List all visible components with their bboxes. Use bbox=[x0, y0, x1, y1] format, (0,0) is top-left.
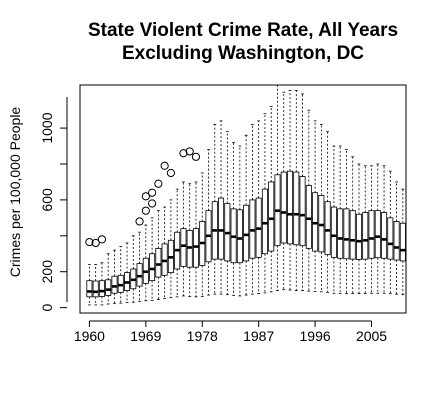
outlier-point bbox=[141, 206, 150, 215]
box bbox=[349, 210, 356, 260]
box bbox=[318, 195, 325, 253]
box bbox=[117, 274, 124, 293]
outlier-point bbox=[147, 199, 157, 208]
box bbox=[280, 171, 287, 244]
box bbox=[368, 210, 375, 259]
x-tick-label: 1987 bbox=[243, 328, 274, 344]
box bbox=[399, 222, 406, 262]
box bbox=[98, 280, 105, 297]
box bbox=[387, 217, 394, 260]
y-tick-label: 600 bbox=[39, 188, 55, 212]
x-axis: 1960 1969 1978 1987 1996 2005 bbox=[74, 320, 387, 344]
box bbox=[192, 228, 199, 268]
x-tick-label: 1969 bbox=[130, 328, 161, 344]
box bbox=[268, 181, 275, 252]
box bbox=[155, 247, 162, 278]
x-tick-label: 2005 bbox=[356, 328, 387, 344]
box bbox=[249, 199, 256, 259]
box bbox=[92, 280, 99, 298]
y-tick-label: 1000 bbox=[39, 112, 55, 143]
chart-title-line-2: Excluding Washington, DC bbox=[122, 43, 364, 64]
outlier-point bbox=[141, 192, 150, 201]
box bbox=[161, 243, 168, 276]
box bbox=[343, 208, 350, 260]
box bbox=[305, 185, 312, 249]
x-tick-label: 1960 bbox=[74, 328, 105, 344]
box bbox=[111, 275, 118, 294]
box bbox=[186, 230, 193, 268]
outliers-group bbox=[85, 147, 201, 248]
box bbox=[330, 206, 337, 258]
whiskers-group bbox=[88, 84, 405, 306]
box bbox=[149, 253, 156, 282]
chart-title-line-1: State Violent Crime Rate, All Years bbox=[88, 20, 398, 41]
plot-frame bbox=[79, 84, 407, 314]
box bbox=[324, 201, 331, 256]
box bbox=[374, 210, 381, 259]
outlier-point bbox=[166, 168, 176, 178]
box bbox=[105, 279, 112, 296]
y-axis: 0 200 600 1000 bbox=[39, 97, 68, 312]
box bbox=[287, 170, 294, 245]
box bbox=[299, 176, 306, 247]
y-tick-label: 200 bbox=[39, 260, 55, 284]
y-tick-label: 0 bbox=[39, 304, 55, 312]
box bbox=[86, 280, 93, 298]
box bbox=[393, 221, 400, 261]
outlier-point bbox=[179, 149, 188, 158]
box bbox=[362, 212, 369, 260]
outlier-point bbox=[85, 237, 94, 247]
box bbox=[236, 209, 243, 264]
outlier-point bbox=[191, 152, 201, 161]
box bbox=[180, 228, 187, 267]
outlier-point bbox=[185, 147, 194, 156]
box bbox=[243, 204, 250, 262]
box bbox=[381, 212, 388, 259]
outlier-point bbox=[147, 188, 157, 197]
x-tick-label: 1978 bbox=[187, 328, 218, 344]
box bbox=[355, 213, 362, 260]
medians-group bbox=[86, 209, 406, 294]
outlier-point bbox=[97, 235, 107, 244]
outlier-point bbox=[154, 179, 163, 188]
box bbox=[337, 208, 344, 259]
outlier-point bbox=[135, 217, 144, 226]
outlier-point bbox=[160, 161, 169, 170]
box bbox=[218, 197, 225, 260]
y-axis-label: Crimes per 100,000 People bbox=[7, 107, 23, 278]
outlier-point bbox=[91, 238, 100, 248]
box bbox=[293, 171, 300, 246]
box bbox=[261, 188, 268, 255]
box bbox=[312, 192, 319, 252]
x-tick-label: 1996 bbox=[300, 328, 331, 344]
box bbox=[136, 263, 143, 287]
